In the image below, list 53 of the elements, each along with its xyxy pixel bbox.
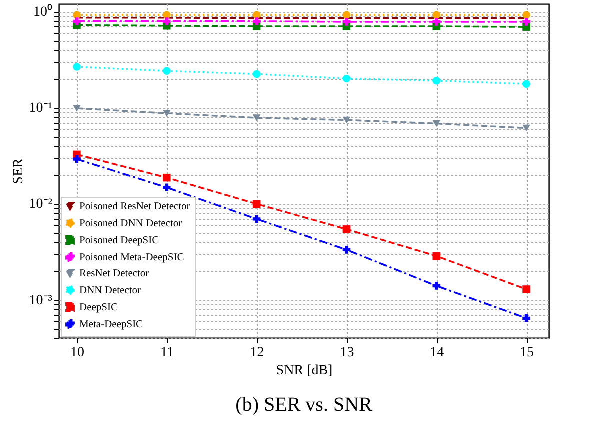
point (342, 74, 351, 83)
point (522, 18, 530, 26)
x-tick-label: 10 (70, 346, 84, 360)
legend-label: Poisoned DNN Detector (80, 218, 183, 230)
point (432, 18, 440, 26)
point (163, 174, 171, 182)
point (252, 200, 261, 208)
x-tick-label: 12 (250, 346, 264, 360)
x-tick-label: 11 (160, 346, 174, 360)
point (522, 314, 530, 322)
point (252, 215, 261, 224)
point (73, 18, 81, 26)
point (432, 282, 440, 290)
x-tick-label: 14 (430, 346, 444, 360)
point (432, 252, 440, 260)
y-axis-title: SER (11, 158, 26, 184)
point (163, 184, 171, 192)
y-tick-label: 10⁻³ (29, 293, 52, 308)
point (163, 110, 171, 117)
legend-label: Poisoned Meta-DeepSIC (80, 252, 184, 264)
point (73, 155, 81, 164)
point (522, 80, 530, 88)
point (73, 105, 81, 112)
point (342, 246, 351, 254)
point (163, 18, 171, 26)
point (522, 124, 530, 132)
point (73, 63, 81, 71)
y-tick-label: 10⁰ (34, 4, 52, 20)
legend-label: DNN Detector (80, 285, 142, 296)
point (252, 114, 261, 122)
legend-label: DeepSIC (80, 302, 118, 314)
point (252, 18, 261, 26)
point (342, 226, 351, 234)
point (252, 70, 261, 78)
x-tick-label: 13 (340, 346, 354, 360)
point (522, 11, 530, 19)
x-axis-title: SNR [dB] (276, 364, 333, 378)
y-tick-label: 10⁻² (29, 197, 52, 212)
point (342, 11, 351, 19)
point (342, 18, 351, 26)
legend-label: Poisoned ResNet Detector (80, 201, 191, 212)
legend-label: Poisoned DeepSIC (80, 235, 160, 246)
point (432, 120, 440, 128)
point (522, 286, 530, 294)
text: (b) SER vs. SNR (236, 394, 373, 416)
point (432, 77, 440, 85)
point (432, 11, 440, 19)
point (163, 67, 171, 76)
legend-label: Meta-DeepSIC (80, 319, 144, 330)
y-tick-label: 10⁻¹ (29, 101, 52, 116)
point (342, 116, 351, 124)
x-tick-label: 15 (520, 346, 534, 360)
legend-label: ResNet Detector (80, 268, 150, 280)
